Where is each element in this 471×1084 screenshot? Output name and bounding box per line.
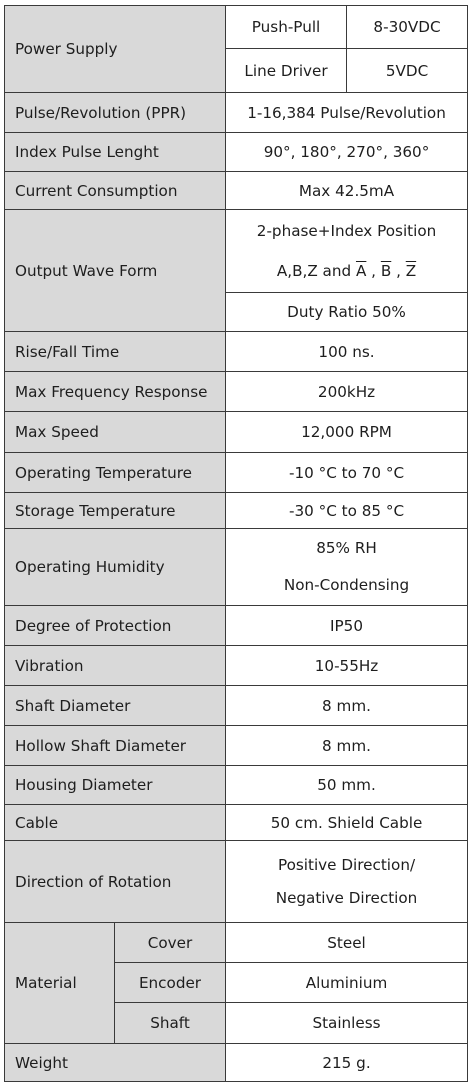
row-label-shaft-diameter: Shaft Diameter [3, 685, 227, 726]
material-encoder-value: Aluminium [225, 962, 469, 1003]
sep-2: , [391, 262, 406, 280]
row-label-power-supply: Power Supply [3, 5, 227, 93]
rotation-line1: Positive Direction/ [277, 855, 416, 874]
table-row: Degree of Protection IP50 [3, 605, 469, 646]
specification-table: Power Supply Push-Pull 8-30VDC Line Driv… [3, 5, 469, 1082]
table-row: Index Pulse Lenght 90°, 180°, 270°, 360° [3, 132, 469, 172]
push-pull-label: Push-Pull [225, 5, 348, 49]
row-label-max-frequency: Max Frequency Response [3, 371, 227, 412]
material-cover-label: Cover [113, 922, 227, 963]
row-label-output-wave: Output Wave Form [3, 209, 227, 332]
material-shaft-label: Shaft [113, 1002, 227, 1044]
row-label-vibration: Vibration [3, 645, 227, 686]
row-value-humidity: 85% RH Non-Condensing [225, 528, 469, 606]
table-row: Storage Temperature -30 °C to 85 °C [3, 492, 469, 529]
table-row: Cable 50 cm. Shield Cable [3, 804, 469, 841]
row-value-vibration: 10-55Hz [225, 645, 469, 686]
table-row: Encoder Aluminium [5, 962, 469, 1003]
table-row: Power Supply Push-Pull 8-30VDC [3, 5, 469, 93]
table-row: Shaft Diameter 8 mm. [3, 685, 469, 726]
row-label-weight: Weight [3, 1043, 227, 1082]
table-row: Vibration 10-55Hz [3, 645, 469, 686]
table-row: Material Cover Steel [4, 922, 469, 1044]
row-label-current: Current Consumption [3, 171, 227, 210]
table-row: Rise/Fall Time 100 ns. [3, 331, 469, 372]
table-row: Pulse/Revolution (PPR) 1-16,384 Pulse/Re… [3, 92, 469, 133]
row-label-ppr: Pulse/Revolution (PPR) [3, 92, 227, 133]
row-label-housing-diameter: Housing Diameter [3, 765, 227, 805]
row-label-index-pulse: Index Pulse Lenght [3, 132, 227, 172]
table-row: Line Driver 5VDC [5, 48, 469, 93]
sep-1: , [366, 262, 381, 280]
line-driver-label: Line Driver [225, 48, 348, 93]
row-label-storage-temperature: Storage Temperature [3, 492, 227, 529]
output-wave-line1: 2-phase+Index Position [256, 222, 437, 240]
rotation-line2: Negative Direction [275, 888, 418, 907]
row-value-ppr: 1-16,384 Pulse/Revolution [225, 92, 469, 133]
row-value-max-speed: 12,000 RPM [225, 411, 469, 453]
row-label-hollow-shaft-diameter: Hollow Shaft Diameter [3, 725, 227, 766]
table-row: Direction of Rotation Positive Direction… [3, 840, 469, 923]
row-value-hollow-shaft-diameter: 8 mm. [225, 725, 469, 766]
table-row: Housing Diameter 50 mm. [3, 765, 469, 805]
material-shaft-value: Stainless [225, 1002, 469, 1044]
output-wave-prefix: A,B,Z and [276, 262, 356, 280]
table-row: Shaft Stainless [5, 1002, 469, 1044]
row-label-material: Material [4, 922, 115, 1044]
table-row: Current Consumption Max 42.5mA [3, 171, 469, 210]
row-value-rotation: Positive Direction/ Negative Direction [225, 840, 469, 923]
table-row: Hollow Shaft Diameter 8 mm. [3, 725, 469, 766]
row-value-rise-fall: 100 ns. [225, 331, 469, 372]
row-value-weight: 215 g. [225, 1043, 469, 1082]
push-pull-value: 8-30VDC [346, 5, 469, 49]
table-row: Max Speed 12,000 RPM [3, 411, 469, 453]
row-value-shaft-diameter: 8 mm. [225, 685, 469, 726]
table-row: Operating Humidity 85% RH Non-Condensing [3, 528, 469, 606]
row-label-humidity: Operating Humidity [3, 528, 227, 606]
output-wave-line2: A,B,Z and A , B , Z [227, 251, 467, 291]
row-value-protection: IP50 [225, 605, 469, 646]
row-value-storage-temperature: -30 °C to 85 °C [225, 492, 469, 529]
material-encoder-label: Encoder [113, 962, 227, 1003]
material-cover-value: Steel [225, 922, 469, 963]
row-value-cable: 50 cm. Shield Cable [225, 804, 469, 841]
table-row: Operating Temperature -10 °C to 70 °C [3, 452, 469, 493]
row-value-housing-diameter: 50 mm. [225, 765, 469, 805]
humidity-line2: Non-Condensing [283, 576, 410, 594]
z-bar: Z [405, 262, 417, 280]
table-row: Max Frequency Response 200kHz [3, 371, 469, 412]
row-value-max-frequency: 200kHz [225, 371, 469, 412]
row-label-max-speed: Max Speed [3, 411, 227, 453]
row-label-rotation: Direction of Rotation [3, 840, 227, 923]
row-label-operating-temperature: Operating Temperature [3, 452, 227, 493]
row-label-rise-fall: Rise/Fall Time [3, 331, 227, 372]
row-value-duty-ratio: Duty Ratio 50% [225, 292, 469, 332]
table-row: Weight 215 g. [3, 1043, 469, 1082]
row-label-cable: Cable [3, 804, 227, 841]
row-value-operating-temperature: -10 °C to 70 °C [225, 452, 469, 493]
humidity-line1: 85% RH [316, 539, 377, 557]
a-bar: A [355, 262, 367, 280]
row-value-current: Max 42.5mA [225, 171, 469, 210]
line-driver-value: 5VDC [346, 48, 469, 93]
b-bar: B [380, 262, 392, 280]
row-value-index-pulse: 90°, 180°, 270°, 360° [225, 132, 469, 172]
table-row: Output Wave Form 2-phase+Index Position … [3, 209, 469, 332]
row-label-protection: Degree of Protection [3, 605, 227, 646]
row-value-output-wave: 2-phase+Index Position A,B,Z and A , B ,… [225, 209, 469, 293]
